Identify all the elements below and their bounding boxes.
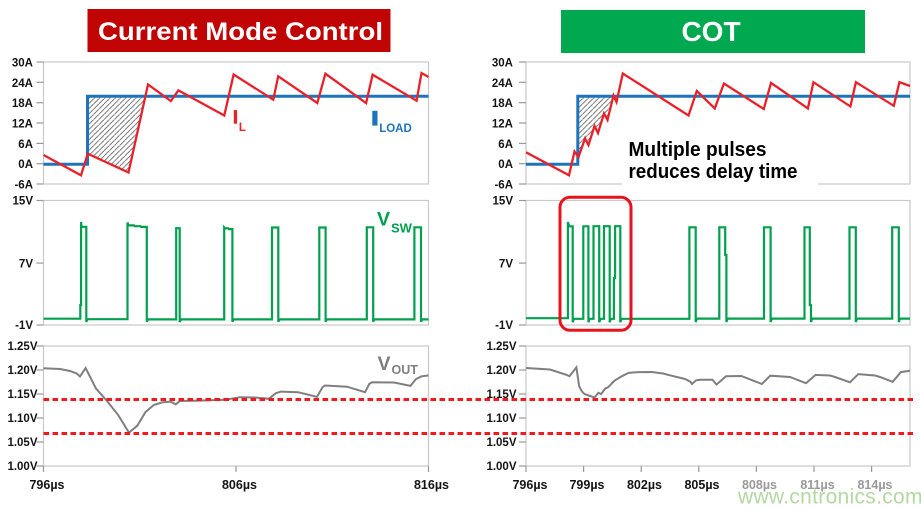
svg-text:12A: 12A [492,119,513,131]
svg-text:-1V: -1V [15,320,33,332]
svg-text:-6A: -6A [14,180,33,192]
svg-text:796µs: 796µs [512,478,547,492]
svg-text:1.00V: 1.00V [486,461,516,473]
svg-text:15V: 15V [13,196,34,208]
svg-text:12A: 12A [12,119,33,131]
svg-text:30A: 30A [12,58,33,70]
svg-text:Multiple pulses: Multiple pulses [629,138,767,161]
svg-text:COT: COT [681,16,740,47]
svg-text:15V: 15V [493,196,514,208]
svg-text:802µs: 802µs [627,478,662,492]
svg-text:-6A: -6A [494,180,513,192]
svg-text:1.10V: 1.10V [7,413,37,425]
svg-text:1.20V: 1.20V [7,365,37,377]
svg-text:806µs: 806µs [222,478,257,492]
svg-text:811µs: 811µs [800,478,834,492]
svg-text:805µs: 805µs [684,478,719,492]
svg-text:L: L [239,122,246,134]
svg-text:30A: 30A [492,58,513,70]
svg-text:808µs: 808µs [742,478,777,492]
svg-text:1.15V: 1.15V [7,389,37,401]
svg-text:7V: 7V [19,258,33,270]
svg-text:-1V: -1V [495,320,513,332]
svg-text:reduces delay time: reduces delay time [629,160,798,183]
svg-text:18A: 18A [12,98,33,110]
svg-text:24A: 24A [12,78,33,90]
svg-text:6A: 6A [498,139,513,151]
svg-text:SW: SW [391,220,413,235]
svg-text:816µs: 816µs [414,478,449,492]
svg-text:24A: 24A [492,78,513,90]
svg-text:1.20V: 1.20V [486,365,516,377]
svg-text:0A: 0A [498,159,513,171]
svg-text:V: V [378,353,391,375]
svg-text:1.10V: 1.10V [486,413,516,425]
svg-text:1.25V: 1.25V [486,341,516,353]
svg-text:7V: 7V [499,258,513,270]
svg-text:18A: 18A [492,98,513,110]
svg-text:V: V [377,208,390,230]
svg-text:1.05V: 1.05V [7,437,37,449]
svg-text:6A: 6A [18,139,33,151]
svg-text:www.cntronics.com: www.cntronics.com [737,486,921,509]
svg-text:1.25V: 1.25V [7,341,37,353]
svg-text:Current Mode Control: Current Mode Control [98,18,383,46]
svg-text:1.00V: 1.00V [7,461,37,473]
svg-text:799µs: 799µs [569,478,604,492]
svg-text:796µs: 796µs [29,478,64,492]
svg-text:LOAD: LOAD [379,123,412,135]
svg-text:OUT: OUT [392,363,419,377]
svg-text:814µs: 814µs [857,478,892,492]
svg-text:1.05V: 1.05V [486,437,516,449]
svg-text:0A: 0A [18,159,33,171]
